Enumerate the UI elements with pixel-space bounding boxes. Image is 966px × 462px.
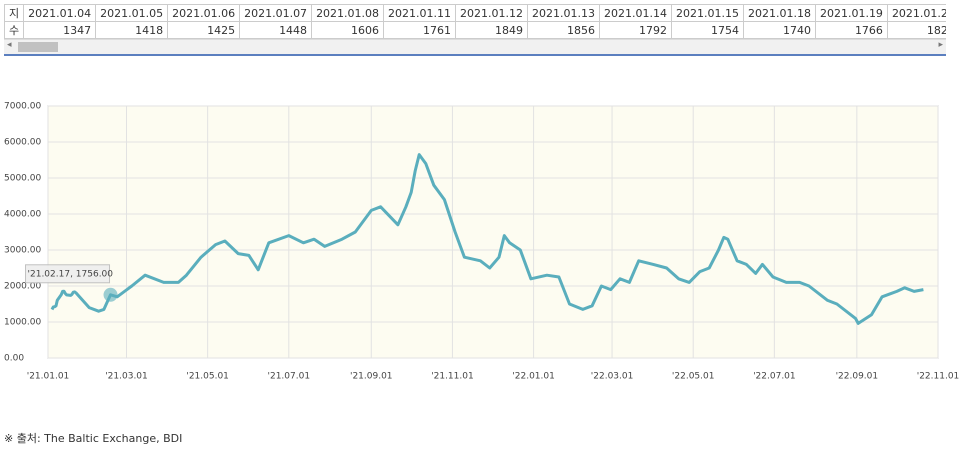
table-cell: 2021.01.08: [311, 4, 385, 22]
table-cell: 2021.01.06: [167, 4, 241, 22]
header-row: 지 2021.01.04 2021.01.05 2021.01.06 2021.01.0…: [4, 4, 946, 22]
y-tick-label: 3000.00: [4, 246, 41, 256]
y-tick-label: 1000.00: [4, 318, 41, 328]
data-line: [50, 153, 924, 325]
chart: 0.00 1000.00 2000.00 3000.00 4000.00 5000.00 6…: [4, 102, 960, 382]
tooltip-box: [25, 264, 111, 284]
x-tick-label: '22.01.01: [512, 372, 555, 382]
table-cell: 수: [4, 21, 25, 39]
table-cell: 2021.01.04: [23, 4, 97, 22]
table-cell: 1828: [886, 21, 946, 39]
y-tick-label: 5000.00: [4, 174, 41, 184]
x-tick-label: '22.07.01: [753, 372, 796, 382]
table-cell: 1849: [455, 21, 529, 39]
table-cell: 2021.01.15: [670, 4, 744, 22]
tooltip-marker: [103, 287, 118, 302]
y-tick-label: 4000.00: [4, 210, 41, 220]
table-cell: 2021.01.14: [599, 4, 672, 22]
table-cell: 2021.01.11: [383, 4, 457, 22]
table-cell: 2021.01.18: [742, 4, 816, 22]
value-row: 수 1347 1418 1425 1448 1606 1761 1849 1856 1792 175…: [4, 21, 946, 39]
table-cell: 2021.01.12: [455, 4, 529, 22]
table-cell: 1766: [814, 21, 888, 39]
table: 지 2021.01.04 2021.01.05 2021.01.06 2021.01.0…: [4, 4, 946, 39]
table-cell: 1792: [599, 21, 672, 39]
table-cell: 1761: [383, 21, 457, 39]
y-tick-label: 7000.00: [4, 102, 41, 112]
scroll-thumb[interactable]: [18, 42, 58, 52]
x-tick-label: '22.11.01: [917, 372, 960, 382]
x-tick-label: '21.09.01: [350, 372, 393, 382]
y-tick-label: 6000.00: [4, 138, 41, 148]
x-tick-label: '21.03.01: [105, 372, 148, 382]
table-cell: 1347: [23, 21, 97, 39]
footer: ※ 출처: The Baltic Exchange, BDI: [4, 432, 183, 445]
table-cell: 2021.01.19: [814, 4, 888, 22]
table-cell: 1606: [311, 21, 385, 39]
x-tick-label: '21.01.01: [27, 372, 70, 382]
x-tick-label: '22.05.01: [672, 372, 715, 382]
x-tick-label: '21.05.01: [186, 372, 229, 382]
plot-area: [47, 105, 939, 359]
table-cell: 1856: [527, 21, 600, 39]
x-tick-label: '22.03.01: [591, 372, 634, 382]
table-cell: 2021.01.07: [239, 4, 313, 22]
scrollbar[interactable]: ◂ ▸: [4, 39, 946, 54]
table-cell: 1425: [167, 21, 241, 39]
table-cell: 지: [4, 4, 25, 22]
table-cell: 2021.01.13: [527, 4, 600, 22]
y-tick-label: 0.00: [4, 354, 24, 364]
x-tick-label: '21.11.01: [431, 372, 474, 382]
data-table: 지 2021.01.04 2021.01.05 2021.01.06 2021.01.0…: [4, 4, 946, 56]
y-tick-label: 2000.00: [4, 282, 41, 292]
table-cell: 2021.01.20: [886, 4, 946, 22]
table-cell: 1754: [670, 21, 744, 39]
table-cell: 1448: [239, 21, 313, 39]
table-cell: 2021.01.05: [95, 4, 169, 22]
x-tick-label: '21.07.01: [268, 372, 311, 382]
x-tick-label: '22.09.01: [836, 372, 879, 382]
table-cell: 1418: [95, 21, 169, 39]
tooltip-label: '21.02.17, 1756.00: [28, 269, 114, 279]
table-cell: 1740: [742, 21, 816, 39]
